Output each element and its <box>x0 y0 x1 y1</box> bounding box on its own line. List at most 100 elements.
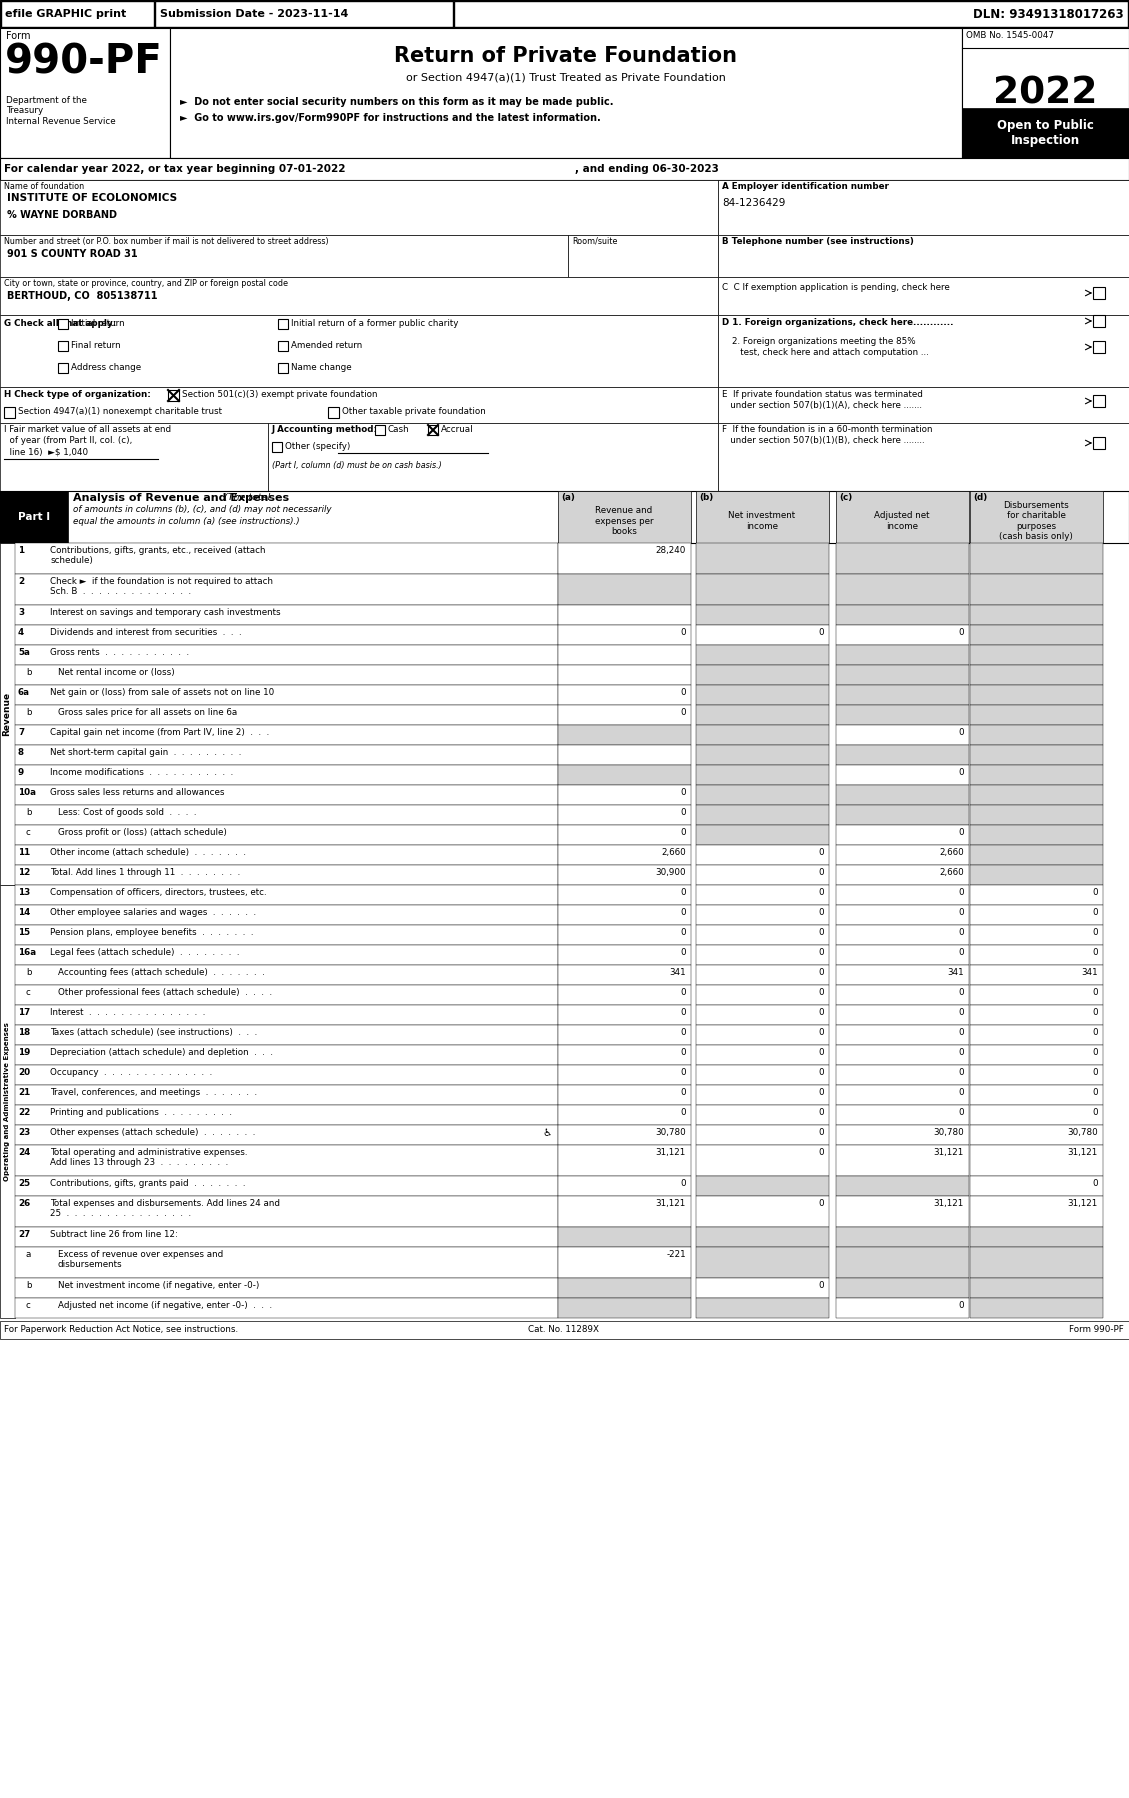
Bar <box>558 1226 691 1248</box>
Text: 0: 0 <box>819 1108 824 1117</box>
Text: 990-PF: 990-PF <box>5 41 163 83</box>
Text: 0: 0 <box>819 1280 824 1289</box>
Text: 0: 0 <box>819 1199 824 1208</box>
Bar <box>1 2 154 27</box>
Text: Check ►  if the foundation is not required to attach
Sch. B  .  .  .  .  .  .  .: Check ► if the foundation is not require… <box>50 577 273 597</box>
Text: 2. Foreign organizations meeting the 85%: 2. Foreign organizations meeting the 85% <box>732 336 916 345</box>
Bar <box>558 904 691 924</box>
Text: Gross sales less returns and allowances: Gross sales less returns and allowances <box>50 788 225 797</box>
Text: 0: 0 <box>819 1048 824 1057</box>
Bar <box>695 1064 829 1084</box>
Bar <box>329 406 339 417</box>
Text: 0: 0 <box>959 908 964 917</box>
Bar <box>695 865 829 885</box>
Text: 341: 341 <box>1082 967 1099 976</box>
Text: 0: 0 <box>681 948 686 957</box>
Text: 0: 0 <box>681 1028 686 1037</box>
Text: 7: 7 <box>18 728 24 737</box>
Text: Open to Public
Inspection: Open to Public Inspection <box>997 119 1094 147</box>
Bar <box>0 885 15 1318</box>
Text: Cash: Cash <box>388 424 410 433</box>
Bar <box>558 744 691 764</box>
Bar <box>970 685 1103 705</box>
Text: ►  Do not enter social security numbers on this form as it may be made public.: ► Do not enter social security numbers o… <box>180 97 613 108</box>
Bar <box>970 1145 1103 1176</box>
Text: b: b <box>26 1280 32 1289</box>
Bar <box>695 806 829 825</box>
Text: 0: 0 <box>819 888 824 897</box>
Text: 0: 0 <box>681 1009 686 1018</box>
Text: 6a: 6a <box>18 689 30 698</box>
Text: Address change: Address change <box>71 363 141 372</box>
Bar <box>970 806 1103 825</box>
Bar <box>695 604 829 626</box>
Text: Gross profit or (loss) (attach schedule): Gross profit or (loss) (attach schedule) <box>58 829 227 838</box>
Bar <box>15 1298 558 1318</box>
Text: 2: 2 <box>18 577 24 586</box>
Bar <box>695 665 829 685</box>
Bar <box>15 806 558 825</box>
Bar <box>0 387 718 423</box>
Text: 0: 0 <box>819 1068 824 1077</box>
Text: 0: 0 <box>959 1108 964 1117</box>
Text: Cat. No. 11289X: Cat. No. 11289X <box>528 1325 599 1334</box>
Bar <box>835 574 969 604</box>
Bar <box>558 543 691 574</box>
Text: under section 507(b)(1)(B), check here ........: under section 507(b)(1)(B), check here .… <box>723 435 925 444</box>
Text: Taxes (attach schedule) (see instructions)  .  .  .: Taxes (attach schedule) (see instruction… <box>50 1028 257 1037</box>
Text: c: c <box>26 1302 30 1311</box>
Bar <box>970 604 1103 626</box>
Text: A Employer identification number: A Employer identification number <box>723 182 889 191</box>
Bar <box>558 1248 691 1278</box>
Bar <box>15 1064 558 1084</box>
Text: b: b <box>26 807 32 816</box>
Text: 341: 341 <box>947 967 964 976</box>
Text: 0: 0 <box>959 728 964 737</box>
Bar <box>695 1196 829 1226</box>
Text: Excess of revenue over expenses and
disbursements: Excess of revenue over expenses and disb… <box>58 1250 224 1269</box>
Text: 0: 0 <box>681 829 686 838</box>
Text: 0: 0 <box>1093 1108 1099 1117</box>
Bar <box>558 1064 691 1084</box>
Bar <box>835 786 969 806</box>
Text: Contributions, gifts, grants, etc., received (attach
schedule): Contributions, gifts, grants, etc., rece… <box>50 547 265 565</box>
Bar <box>835 865 969 885</box>
Bar <box>15 626 558 645</box>
Text: 0: 0 <box>681 708 686 717</box>
Text: Analysis of Revenue and Expenses: Analysis of Revenue and Expenses <box>73 493 289 503</box>
Bar <box>970 1084 1103 1106</box>
Text: b: b <box>26 669 32 678</box>
Text: 901 S COUNTY ROAD 31: 901 S COUNTY ROAD 31 <box>7 248 138 259</box>
Text: 0: 0 <box>959 1048 964 1057</box>
Text: 1: 1 <box>18 547 24 556</box>
Text: 0: 0 <box>819 1088 824 1097</box>
Bar <box>15 1126 558 1145</box>
Text: 31,121: 31,121 <box>1068 1147 1099 1156</box>
Text: 0: 0 <box>959 928 964 937</box>
Bar <box>718 387 1129 423</box>
Text: 0: 0 <box>681 888 686 897</box>
Text: Final return: Final return <box>71 342 121 351</box>
Text: 0: 0 <box>1093 1179 1099 1188</box>
Text: 26: 26 <box>18 1199 30 1208</box>
Text: 20: 20 <box>18 1068 30 1077</box>
Text: 0: 0 <box>681 928 686 937</box>
Text: Other taxable private foundation: Other taxable private foundation <box>342 406 485 415</box>
Text: Income modifications  .  .  .  .  .  .  .  .  .  .  .: Income modifications . . . . . . . . . .… <box>50 768 234 777</box>
Bar <box>558 924 691 946</box>
Text: OMB No. 1545-0047: OMB No. 1545-0047 <box>966 31 1054 40</box>
Bar <box>5 406 15 417</box>
Bar <box>272 442 282 451</box>
Bar <box>970 1248 1103 1278</box>
Bar <box>15 1278 558 1298</box>
Bar <box>695 924 829 946</box>
Text: 0: 0 <box>681 807 686 816</box>
Text: 0: 0 <box>959 987 964 998</box>
Bar <box>718 315 1129 387</box>
Text: test, check here and attach computation ...: test, check here and attach computation … <box>732 349 929 358</box>
Text: Other (specify): Other (specify) <box>285 442 350 451</box>
Text: efile GRAPHIC print: efile GRAPHIC print <box>5 9 126 20</box>
Bar <box>15 604 558 626</box>
Bar <box>970 705 1103 725</box>
Text: 30,780: 30,780 <box>1067 1127 1099 1136</box>
